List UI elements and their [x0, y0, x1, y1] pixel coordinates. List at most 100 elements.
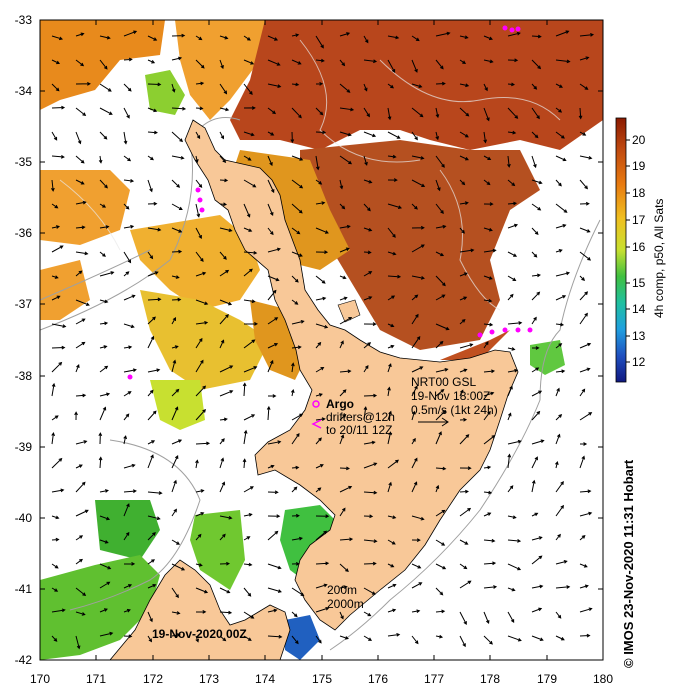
- current-arrow: [291, 33, 300, 38]
- current-arrow: [171, 345, 179, 349]
- current-arrow: [123, 57, 133, 62]
- current-arrow: [339, 611, 344, 620]
- current-arrow: [435, 431, 442, 445]
- current-arrow: [387, 632, 401, 637]
- current-arrow: [387, 131, 401, 139]
- current-arrow: [507, 31, 521, 37]
- current-arrow: [387, 386, 391, 397]
- current-arrow: [435, 131, 440, 141]
- current-arrow: [171, 155, 185, 160]
- x-tick-label: 179: [537, 672, 557, 686]
- current-arrow: [123, 107, 130, 119]
- current-arrow: [123, 531, 130, 541]
- current-arrow: [555, 249, 563, 253]
- current-arrow: [507, 539, 522, 543]
- colorbar-tick-label: 17: [632, 213, 646, 227]
- current-arrow: [195, 408, 206, 421]
- current-arrow: [75, 535, 84, 541]
- current-arrow: [267, 227, 274, 236]
- current-arrow: [555, 533, 561, 541]
- scale-arrow-icon: [418, 417, 449, 427]
- current-arrow: [267, 275, 280, 282]
- current-legend: NRT00 GSL 19-Nov 18:00Z 0.5m/s (1kt 24h): [411, 375, 498, 427]
- current-arrow: [411, 294, 419, 301]
- current-arrow: [75, 59, 85, 67]
- current-arrow: [171, 455, 179, 469]
- current-arrow: [531, 390, 543, 397]
- current-arrow: [51, 345, 66, 350]
- current-arrow: [315, 35, 324, 49]
- current-arrow: [483, 275, 493, 280]
- current-arrow: [531, 607, 543, 613]
- current-arrow: [219, 561, 230, 566]
- current-arrow: [75, 200, 87, 205]
- y-tick-label: -33: [15, 13, 33, 27]
- current-arrow: [123, 608, 131, 613]
- current-arrow: [98, 456, 103, 469]
- current-arrow: [531, 203, 542, 211]
- current-arrow: [387, 154, 397, 159]
- current-arrow: [147, 491, 163, 495]
- current-arrow: [579, 342, 592, 349]
- current-arrow: [147, 635, 152, 643]
- x-axis-labels: 170 171 172 173 174 175 176 177 178 179 …: [30, 672, 613, 686]
- current-arrow: [387, 563, 395, 568]
- current-arrow: [507, 439, 522, 445]
- current-arrow: [147, 82, 162, 87]
- current-arrow: [363, 635, 373, 641]
- current-arrow: [243, 227, 253, 232]
- current-arrow: [435, 409, 447, 421]
- current-arrow: [339, 107, 355, 112]
- current-arrow: [387, 203, 403, 210]
- current-arrow: [123, 131, 128, 145]
- current-arrow: [219, 59, 224, 70]
- x-tick-label: 173: [199, 672, 219, 686]
- current-arrow: [195, 512, 205, 517]
- current-arrow: [267, 317, 279, 325]
- current-arrow: [123, 368, 137, 373]
- current-scale: 0.5m/s (1kt 24h): [411, 403, 498, 417]
- current-arrow: [219, 635, 227, 642]
- current-arrow: [291, 413, 304, 421]
- current-arrow: [579, 291, 589, 301]
- current-arrow: [171, 249, 183, 254]
- current-arrow: [363, 227, 373, 232]
- current-arrow: [267, 634, 283, 639]
- current-arrow: [483, 322, 494, 327]
- current-arrow: [243, 131, 255, 137]
- current-arrow: [219, 417, 228, 422]
- current-arrow: [75, 509, 89, 517]
- current-arrow: [219, 202, 228, 207]
- current-arrow: [171, 587, 179, 599]
- current-arrow: [531, 155, 537, 169]
- current-arrow: [555, 504, 564, 517]
- current-arrow: [243, 59, 255, 65]
- current-arrow: [195, 563, 203, 567]
- current-arrow: [195, 359, 204, 373]
- current-arrow: [411, 582, 423, 589]
- current-arrow: [267, 530, 279, 541]
- current-arrow: [51, 488, 65, 493]
- current-arrow: [555, 131, 565, 139]
- current-arrow: [531, 512, 539, 517]
- current-arrow: [507, 563, 522, 571]
- current-arrow: [459, 201, 469, 205]
- current-arrow: [99, 83, 112, 92]
- current-arrow: [315, 366, 325, 373]
- current-arrow: [459, 580, 472, 589]
- current-arrow: [363, 296, 373, 301]
- current-arrow: [531, 346, 540, 350]
- current-arrow: [387, 410, 392, 421]
- current-arrow: [531, 584, 544, 589]
- current-arrow: [531, 273, 541, 278]
- current-arrow: [315, 417, 326, 422]
- current-arrow: [75, 179, 85, 185]
- axis-ticks: [39, 19, 604, 661]
- current-arrow: [219, 251, 227, 260]
- current-arrow: [243, 203, 251, 218]
- current-arrow: [171, 439, 183, 445]
- current-arrows: [51, 30, 595, 650]
- current-arrow: [75, 225, 86, 230]
- current-arrow: [531, 439, 545, 445]
